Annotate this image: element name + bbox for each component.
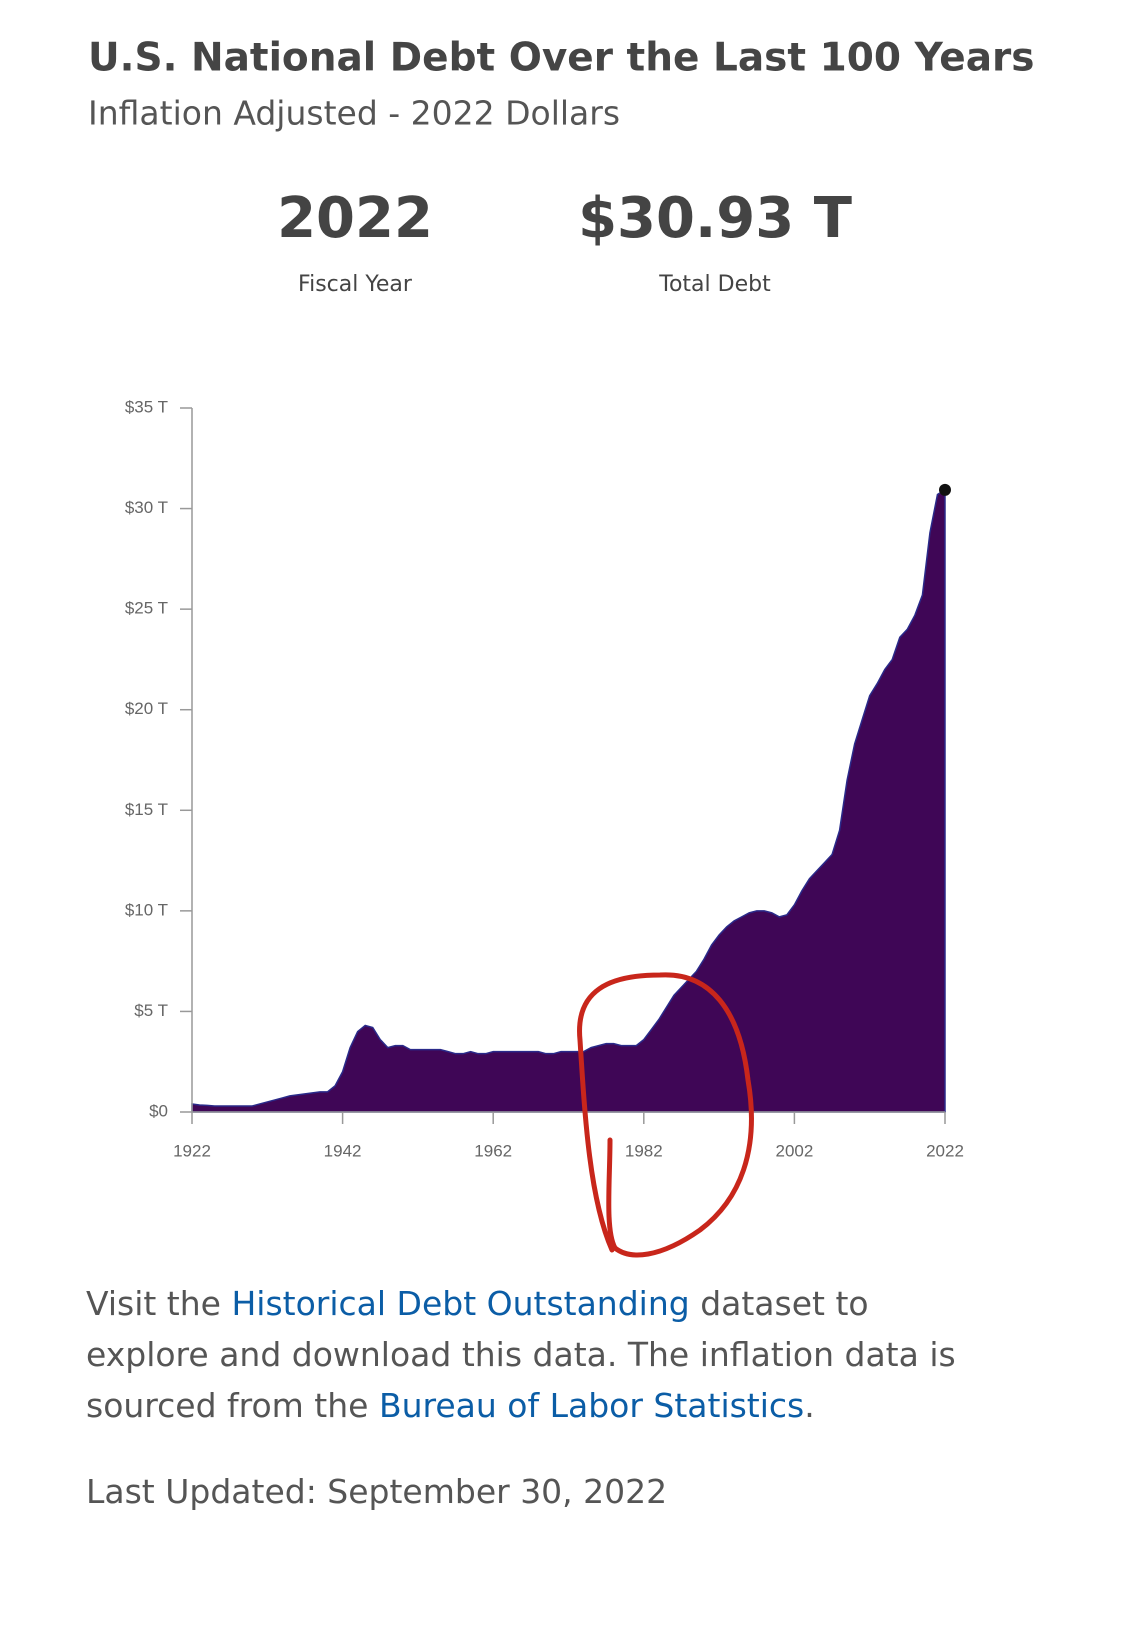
link[interactable]: Bureau of Labor Statistics xyxy=(378,1386,805,1425)
callout-year: 2022 xyxy=(277,186,433,251)
y-tick-label: $35 T xyxy=(125,397,168,416)
plot: $0 $5 T $10 T $15 T $20 T $25 T $30 T $35 T 1922… xyxy=(125,397,964,1160)
footer-text: Visit the Historical Debt Outstanding da… xyxy=(86,1278,986,1431)
y-tick-label: $5 T xyxy=(134,1001,168,1020)
text: dataset to explore and download this dat… xyxy=(86,1284,956,1425)
last-updated: Last Updated: September 30, 2022 xyxy=(86,1472,668,1511)
x-tick-label: 2002 xyxy=(775,1141,813,1160)
y-tick-label: $0 xyxy=(149,1101,168,1120)
x-tick-label: 1942 xyxy=(324,1141,362,1160)
y-tick-label: $25 T xyxy=(125,599,168,618)
text: Visit the xyxy=(86,1284,232,1323)
hand-drawn-circle xyxy=(577,972,754,1258)
callout-value: $30.93 T xyxy=(578,186,852,251)
y-tick-label: $10 T xyxy=(125,900,168,919)
area xyxy=(191,488,946,1113)
callout-year-caption: Fiscal Year xyxy=(298,272,413,297)
x-tick-label: 1922 xyxy=(173,1141,211,1160)
x-tick-label: 1962 xyxy=(474,1141,512,1160)
y-tick-label: $20 T xyxy=(125,699,168,718)
chart-subtitle: Inflation Adjusted - 2022 Dollars xyxy=(88,94,620,133)
y-tick-label: $15 T xyxy=(125,800,168,819)
y-tick-label: $30 T xyxy=(125,498,168,517)
end-point xyxy=(939,483,951,496)
chart-title: U.S. National Debt Over the Last 100 Yea… xyxy=(88,36,1034,81)
callout-value-caption: Total Debt xyxy=(658,272,771,297)
link[interactable]: Historical Debt Outstanding xyxy=(231,1284,690,1323)
x-tick-label: 1982 xyxy=(625,1141,663,1160)
x-tick-label: 2022 xyxy=(926,1141,964,1160)
text: . xyxy=(804,1386,815,1425)
